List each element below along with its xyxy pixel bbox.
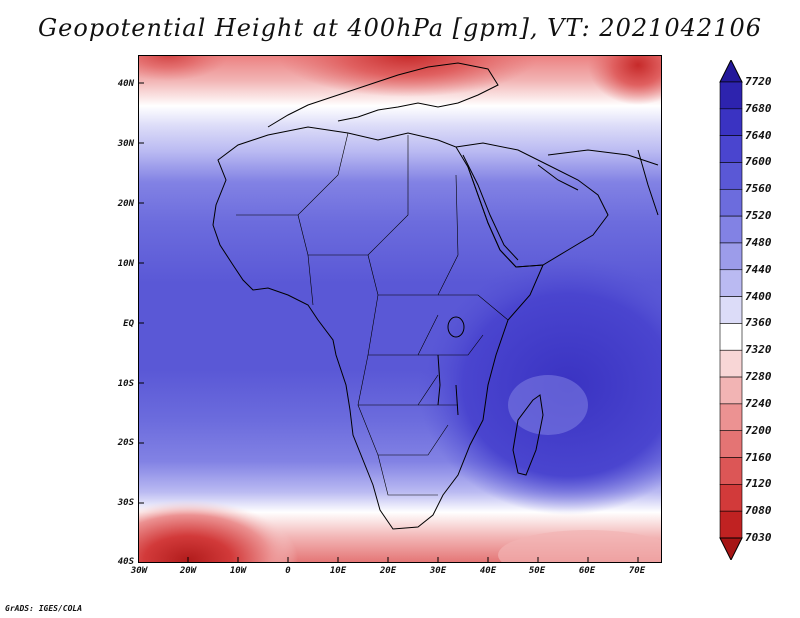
lat-tick-label: 40N [117,79,134,89]
colorbar-label: 7030 [745,531,772,544]
colorbar-swatch [719,376,743,405]
lon-tick-label: 50E [528,566,546,576]
colorbar-swatch [719,108,743,136]
lon-tick-label: 0 [285,566,291,576]
colorbar-swatch [719,430,743,458]
lon-tick-label: 10W [229,566,247,576]
lake-victoria [447,316,465,338]
lon-tick-label: 10E [329,566,347,576]
arabia-outline [455,142,609,268]
lat-tick-label: 20N [117,199,134,209]
africa-outline [212,126,544,530]
colorbar-swatch [719,484,743,512]
lake-tanganyika [437,354,441,406]
country-borders [236,132,509,496]
colorbar-swatch [719,81,743,110]
lon-tick-label: 40E [479,566,497,576]
lon-tick-label: 60E [578,566,596,576]
map-title: Geopotential Height at 400hPa [gpm], VT:… [38,14,762,42]
lat-tick-label: 10N [117,259,134,269]
colorbar-swatch [719,215,743,244]
lat-tick-label: 10S [117,379,134,389]
colorbar-label: 7200 [745,423,772,437]
red-sea-coast [462,154,519,261]
colorbar-label: 7440 [745,262,772,276]
colorbar-swatch [719,510,743,539]
colorbar-label: 7080 [745,504,772,518]
colorbar-swatch [719,296,743,324]
colorbar [719,60,743,560]
lat-tick-label: 20S [117,438,134,448]
lat-tick-label: 30N [117,139,134,149]
colorbar-swatch [719,403,743,432]
colorbar-label: 7240 [745,396,772,410]
coastlines [212,62,659,530]
colorbar-label: 7280 [745,370,772,384]
axis-ticks [138,82,639,563]
colorbar-label: 7120 [745,477,772,491]
colorbar-swatch [719,162,743,190]
colorbar-label: 7480 [745,235,772,249]
colorbar-label: 7360 [745,316,772,330]
map-frame [138,55,662,563]
colorbar-label: 7600 [745,155,772,169]
colorbar-label: 7560 [745,182,772,196]
lon-tick-label: 20E [379,566,397,576]
colorbar-min-arrow [719,537,743,560]
colorbar-label: 7520 [745,209,772,223]
local-max-patch [508,375,588,435]
lake-malawi [455,384,459,416]
lat-tick-label: 40S [117,557,134,567]
lakes [437,316,465,416]
madagascar-outline [512,394,544,476]
colorbar-swatch [719,188,743,217]
height-field-map [78,13,718,618]
colorbar-label: 7640 [745,128,772,142]
colorbar-label: 7400 [745,289,772,303]
colorbar-swatch [719,269,743,297]
colorbar-label: 7720 [745,75,772,88]
lon-tick-label: 20W [179,566,197,576]
colorbar-swatch [719,242,743,271]
colorbar-label: 7160 [745,450,772,464]
europe-coast [267,62,499,128]
iran-coast [547,149,659,166]
colorbar-swatch [719,135,743,163]
colorbar-swatch [719,323,743,351]
colorbar-label: 7680 [745,101,772,115]
lat-tick-label: 30S [117,498,134,508]
footer-credit: GrADS: IGES/COLA [5,604,83,613]
colorbar-max-arrow [719,60,743,83]
colorbar-swatch [719,349,743,378]
lon-tick-label: 70E [628,566,646,576]
colorbar-swatch [719,457,743,485]
map-panel [78,13,718,618]
lat-tick-label: EQ [123,319,134,329]
persian-gulf-coast [537,164,579,191]
lon-tick-label: 30E [429,566,447,576]
lon-tick-label: 30W [130,566,148,576]
india-coast [637,149,659,216]
colorbar-label: 7320 [745,343,772,357]
